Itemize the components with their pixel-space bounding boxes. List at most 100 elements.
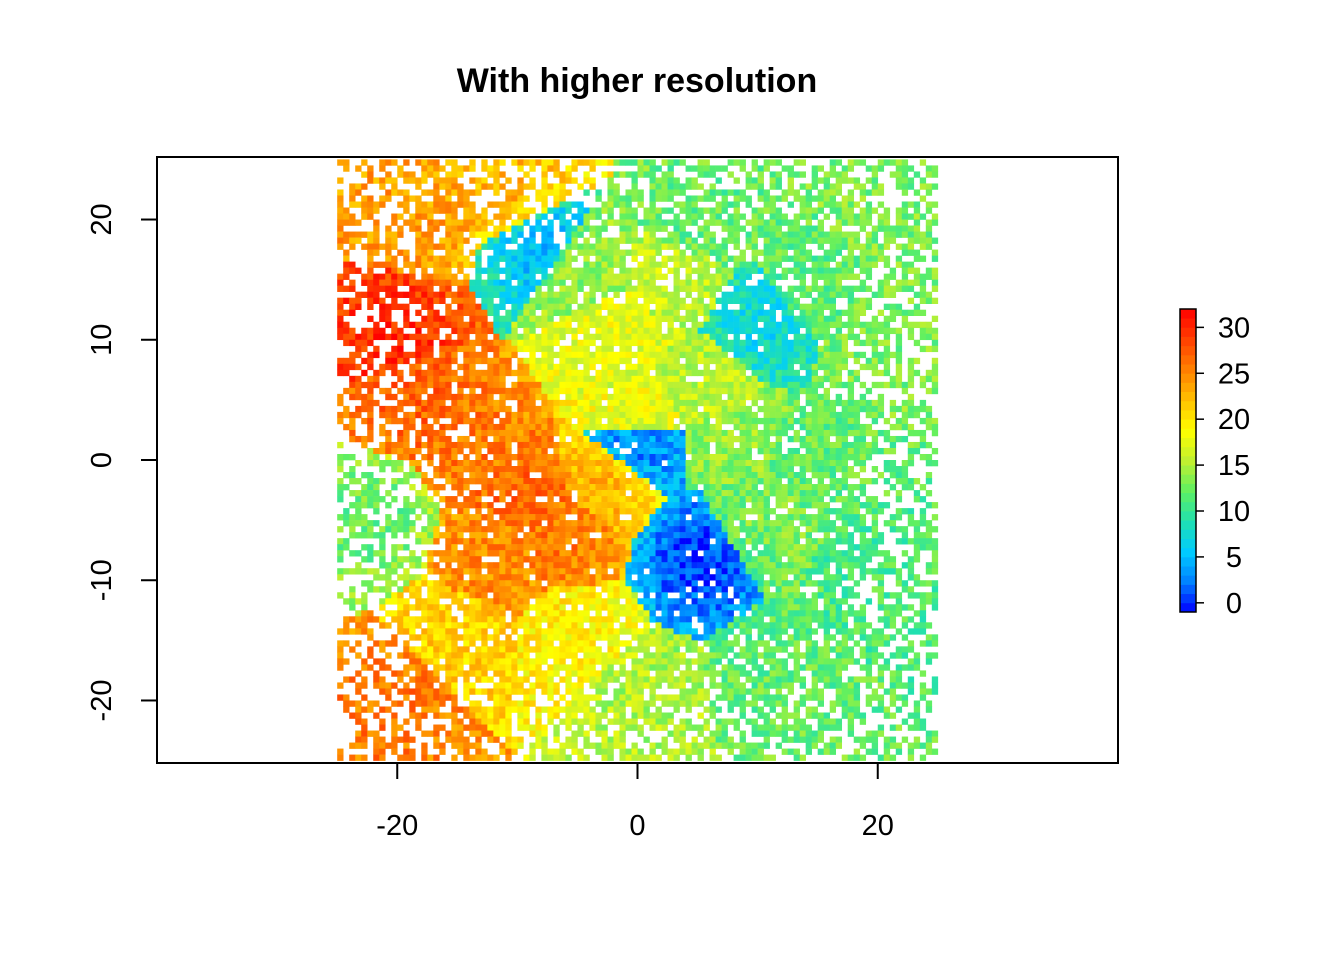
- raster-cell: [505, 189, 512, 196]
- raster-cell: [859, 435, 867, 443]
- raster-cell: [919, 538, 927, 545]
- raster-cell: [739, 357, 746, 365]
- raster-cell: [745, 363, 752, 371]
- raster-cell: [547, 387, 554, 395]
- raster-cell: [577, 183, 584, 190]
- raster-cell: [667, 429, 674, 437]
- raster-cell: [667, 357, 674, 365]
- raster-cell: [679, 508, 686, 515]
- raster-cell: [673, 381, 680, 389]
- raster-cell: [865, 357, 873, 365]
- raster-cell: [637, 411, 644, 419]
- raster-cell: [763, 411, 770, 419]
- raster-cell: [637, 195, 644, 202]
- raster-cell: [439, 375, 446, 383]
- raster-cell: [727, 375, 734, 383]
- raster-cell: [661, 411, 668, 419]
- raster-cell: [637, 387, 644, 395]
- raster-cell: [379, 195, 386, 202]
- raster-cell: [391, 411, 398, 419]
- raster-cell: [613, 339, 620, 347]
- raster-cell: [373, 297, 380, 304]
- raster-cell: [355, 393, 362, 401]
- raster-cell: [631, 381, 638, 389]
- raster-cell: [367, 411, 374, 419]
- raster-cell: [859, 381, 867, 389]
- raster-cell: [589, 496, 596, 503]
- raster-cell: [367, 453, 374, 461]
- raster-cell: [523, 399, 530, 407]
- raster-cell: [745, 315, 752, 323]
- raster-cell: [493, 429, 500, 437]
- raster-cell: [613, 249, 620, 256]
- raster-cell: [589, 285, 596, 292]
- raster-cell: [469, 538, 476, 545]
- raster-cell: [415, 285, 422, 292]
- raster-cell: [343, 514, 350, 521]
- raster-cell: [337, 219, 344, 226]
- raster-cell: [847, 321, 855, 329]
- raster-cell: [649, 231, 656, 238]
- raster-cell: [697, 496, 704, 503]
- raster-cell: [775, 429, 782, 437]
- raster-cell: [709, 339, 716, 347]
- raster-cell: [757, 189, 764, 196]
- raster-cell: [847, 369, 855, 377]
- raster-cell: [835, 333, 843, 341]
- raster-cell: [757, 417, 764, 425]
- raster-cell: [421, 502, 428, 509]
- raster-cell: [367, 393, 374, 401]
- raster-cell: [841, 478, 849, 485]
- raster-cell: [385, 237, 392, 244]
- raster-cell: [913, 496, 921, 503]
- raster-cell: [457, 447, 464, 455]
- raster-cell: [847, 375, 855, 383]
- raster-cell: [607, 423, 614, 431]
- raster-cell: [619, 423, 626, 431]
- raster-cell: [643, 429, 650, 437]
- raster-cell: [739, 514, 746, 521]
- raster-cell: [751, 237, 758, 244]
- raster-cell: [631, 363, 638, 371]
- raster-cell: [859, 309, 867, 317]
- raster-cell: [775, 447, 782, 455]
- raster-cell: [685, 195, 692, 202]
- raster-cell: [457, 490, 464, 497]
- raster-cell: [493, 261, 500, 268]
- raster-cell: [721, 381, 728, 389]
- raster-cell: [643, 393, 650, 401]
- raster-cell: [523, 249, 530, 256]
- raster-cell: [385, 417, 392, 425]
- raster-cell: [631, 291, 638, 298]
- raster-cell: [817, 261, 824, 268]
- raster-cell: [451, 369, 458, 377]
- raster-cell: [391, 237, 398, 244]
- raster-cell: [745, 243, 752, 250]
- raster-cell: [907, 508, 915, 515]
- raster-cell: [541, 381, 548, 389]
- raster-cell: [721, 339, 728, 347]
- raster-cell: [655, 165, 662, 172]
- raster-cell: [709, 411, 716, 419]
- raster-cell: [739, 460, 746, 467]
- raster-cell: [349, 297, 356, 304]
- raster-cell: [607, 315, 614, 323]
- raster-cell: [337, 213, 344, 220]
- raster-cell: [913, 447, 921, 455]
- raster-cell: [667, 393, 674, 401]
- raster-cell: [661, 423, 668, 431]
- raster-cell: [823, 399, 830, 407]
- raster-cell: [739, 496, 746, 503]
- raster-cell: [913, 441, 921, 449]
- raster-cell: [571, 315, 578, 323]
- raster-cell: [601, 291, 608, 298]
- raster-cell: [523, 490, 530, 497]
- raster-cell: [427, 237, 434, 244]
- raster-cell: [571, 237, 578, 244]
- raster-cell: [559, 213, 566, 220]
- raster-cell: [451, 321, 458, 329]
- raster-cell: [385, 303, 392, 310]
- raster-cell: [427, 514, 434, 521]
- raster-cell: [727, 520, 734, 527]
- raster-cell: [853, 177, 861, 184]
